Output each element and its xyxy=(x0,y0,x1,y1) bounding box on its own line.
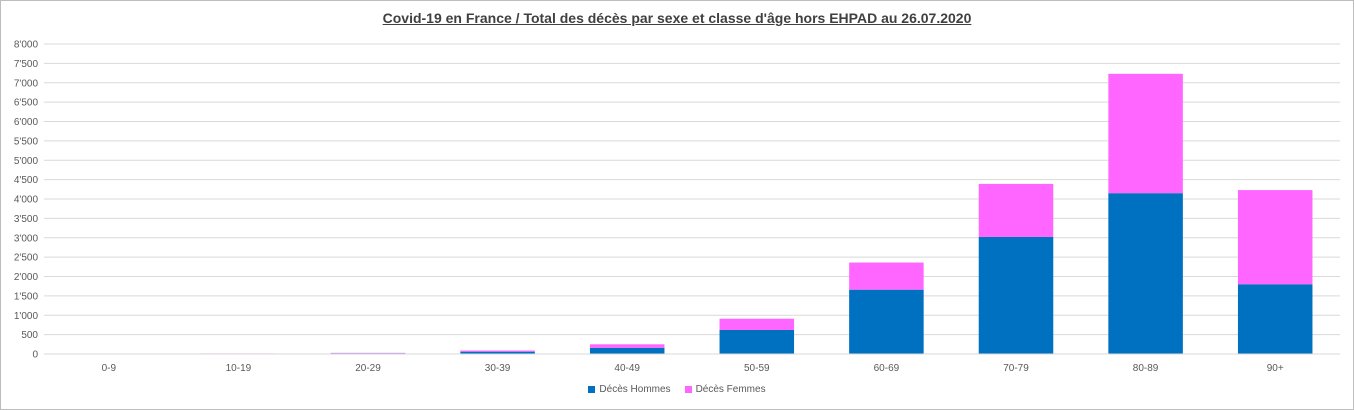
x-tick-label: 80-89 xyxy=(1133,363,1159,374)
x-tick-label: 60-69 xyxy=(874,363,900,374)
y-tick-label: 0 xyxy=(32,350,38,361)
x-axis-ticks: 0-9 10-19 20-29 30-39 40-49 50-59 60-69 70-79 80… xyxy=(102,363,1284,374)
y-tick-label: 6'500 xyxy=(14,98,39,109)
bar-femmes-30-39 xyxy=(460,350,535,352)
x-tick-label: 50-59 xyxy=(744,363,770,374)
bar-femmes-70-79 xyxy=(978,183,1054,237)
y-tick-label: 7'500 xyxy=(14,59,39,70)
legend: Décès Hommes Décès Femmes xyxy=(0,384,1354,395)
y-tick-label: 3'000 xyxy=(14,233,39,244)
bar-femmes-90+ xyxy=(1237,190,1313,285)
bar-hommes-70-79 xyxy=(978,236,1054,354)
y-tick-label: 5'000 xyxy=(14,156,39,167)
bar-femmes-50-59 xyxy=(719,318,795,330)
legend-label-hommes: Décès Hommes xyxy=(599,384,671,395)
bar-hommes-30-39 xyxy=(460,351,535,354)
y-tick-label: 7'000 xyxy=(14,78,39,89)
y-tick-label: 1'500 xyxy=(14,291,39,302)
y-tick-label: 4'500 xyxy=(14,175,39,186)
y-tick-label: 8'000 xyxy=(14,40,39,51)
bar-femmes-80-89 xyxy=(1108,73,1183,194)
y-tick-label: 3'500 xyxy=(14,214,39,225)
x-tick-label: 90+ xyxy=(1267,363,1284,374)
x-tick-label: 70-79 xyxy=(1003,363,1029,374)
legend-swatch-femmes xyxy=(684,386,692,393)
legend-item-hommes: Décès Hommes xyxy=(588,384,671,395)
bar-hommes-40-49 xyxy=(589,347,665,354)
x-tick-label: 0-9 xyxy=(102,363,117,374)
x-tick-label: 30-39 xyxy=(485,363,511,374)
y-tick-label: 2'500 xyxy=(14,253,39,264)
bar-hommes-60-69 xyxy=(849,289,924,354)
y-tick-label: 500 xyxy=(21,330,38,341)
chart-title: Covid-19 en France / Total des décès par… xyxy=(382,10,972,26)
bar-hommes-50-59 xyxy=(719,329,795,354)
y-tick-label: 1'000 xyxy=(14,311,39,322)
bar-hommes-90+ xyxy=(1237,284,1313,354)
x-tick-label: 40-49 xyxy=(614,363,640,374)
y-tick-label: 2'000 xyxy=(14,272,39,283)
y-tick-label: 4'000 xyxy=(14,195,39,206)
legend-label-femmes: Décès Femmes xyxy=(695,384,766,395)
x-tick-label: 20-29 xyxy=(355,363,381,374)
bar-femmes-40-49 xyxy=(589,344,665,348)
y-tick-label: 5'500 xyxy=(14,136,39,147)
bar-femmes-60-69 xyxy=(849,262,924,290)
y-axis-ticks: 0 500 1'000 1'500 2'000 2'500 3'000 3'500 4'000 4… xyxy=(14,40,39,361)
bar-hommes-80-89 xyxy=(1108,193,1183,354)
x-tick-label: 10-19 xyxy=(226,363,252,374)
legend-swatch-hommes xyxy=(588,386,596,393)
legend-item-femmes: Décès Femmes xyxy=(684,384,766,395)
y-tick-label: 6'000 xyxy=(14,117,39,128)
bar-series xyxy=(71,73,1313,354)
